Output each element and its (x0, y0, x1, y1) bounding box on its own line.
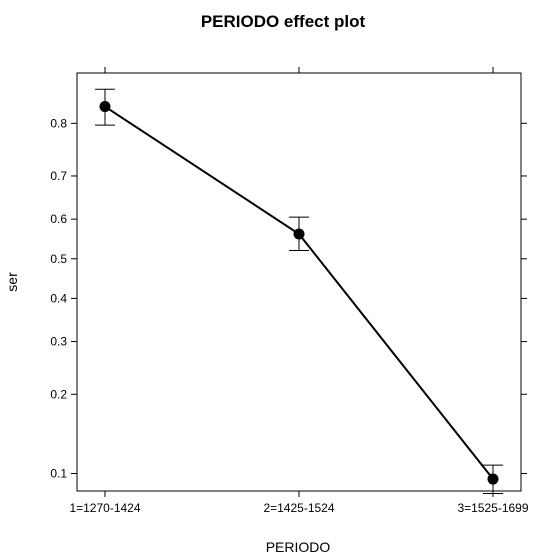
x-axis-label: PERIODO (266, 539, 331, 555)
data-point (487, 473, 499, 485)
error-bars (95, 88, 503, 495)
y-tick-label: 0.6 (50, 212, 67, 226)
y-tick-label: 0.1 (50, 467, 67, 481)
y-tick-label: 0.5 (50, 252, 67, 266)
plot-frame (76, 72, 522, 492)
x-tick-label: 1=1270-1424 (69, 501, 140, 515)
y-axis-label: ser (4, 272, 20, 292)
x-tick-label: 3=1525-1699 (457, 501, 528, 515)
y-tick-label: 0.2 (50, 387, 67, 401)
data-point (293, 228, 305, 240)
x-axis: 1=1270-1424 2=1425-1524 3=1525-1699 (69, 67, 529, 515)
chart-title: PERIODO effect plot (201, 12, 366, 31)
y-axis: 0.1 0.2 0.3 0.4 0.5 0.6 0.7 0.8 (50, 116, 527, 481)
data-point (99, 101, 111, 113)
series-line (104, 105, 494, 480)
data-points (99, 101, 499, 485)
y-tick-label: 0.7 (50, 169, 67, 183)
y-tick-label: 0.4 (50, 291, 67, 305)
x-tick-label: 2=1425-1524 (263, 501, 334, 515)
y-tick-label: 0.8 (50, 116, 67, 130)
y-tick-label: 0.3 (50, 335, 67, 349)
